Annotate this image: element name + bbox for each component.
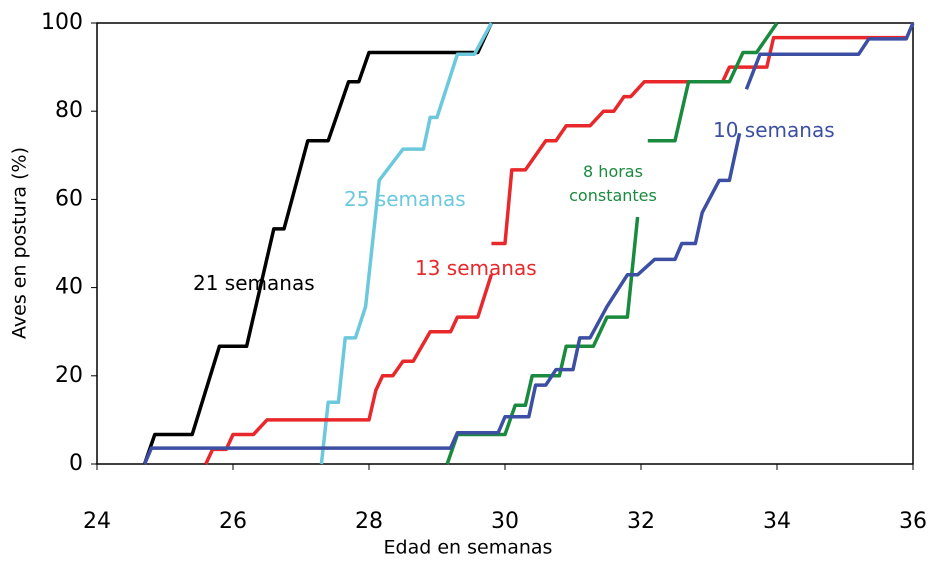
x-tick-label: 34 [763, 509, 791, 534]
x-tick-label: 24 [83, 509, 111, 534]
x-axis-title: Edad en semanas [384, 537, 553, 559]
y-tick-label: 100 [41, 10, 83, 35]
x-tick-label: 26 [219, 509, 247, 534]
x-tick-label: 30 [491, 509, 519, 534]
series-line [319, 22, 493, 465]
series-label: 13 semanas [415, 256, 537, 280]
y-tick-label: 40 [55, 275, 83, 300]
y-axis-title: Aves en postura (%) [9, 147, 31, 339]
series-line [204, 35, 907, 465]
series-label: 8 horas constantes [569, 162, 657, 205]
series-label: 25 semanas [344, 187, 466, 211]
series-label: 10 semanas [713, 118, 835, 142]
series-line [142, 22, 915, 465]
x-tick-label: 36 [899, 509, 927, 534]
y-tick-label: 60 [55, 186, 83, 211]
y-tick-label: 20 [55, 363, 83, 388]
y-tick-label: 80 [55, 98, 83, 123]
series-line [445, 22, 779, 465]
x-tick-label: 28 [355, 509, 383, 534]
series-line [142, 22, 493, 465]
y-tick-label: 0 [69, 451, 83, 476]
x-tick-label: 32 [627, 509, 655, 534]
series-label: 21 semanas [193, 271, 315, 295]
